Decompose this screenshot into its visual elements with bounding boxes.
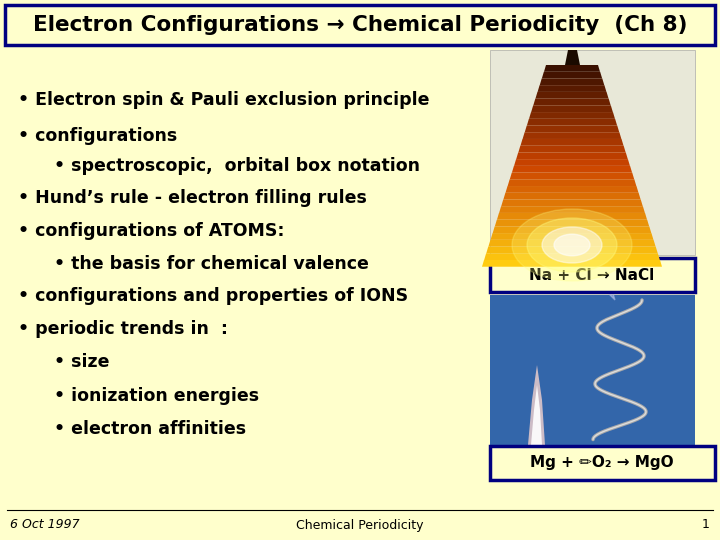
Text: 1: 1	[702, 518, 710, 531]
Polygon shape	[544, 65, 600, 72]
Text: • Electron spin & Pauli exclusion principle: • Electron spin & Pauli exclusion princi…	[18, 91, 430, 109]
Polygon shape	[530, 385, 542, 445]
Polygon shape	[529, 112, 615, 119]
Polygon shape	[497, 213, 647, 220]
Polygon shape	[523, 132, 621, 139]
Text: • configurations of ATOMS:: • configurations of ATOMS:	[18, 222, 284, 240]
Text: 6 Oct 1997: 6 Oct 1997	[10, 518, 80, 531]
FancyBboxPatch shape	[490, 446, 715, 480]
Polygon shape	[495, 220, 649, 226]
Polygon shape	[503, 193, 641, 199]
Polygon shape	[510, 173, 634, 179]
Text: • configurations: • configurations	[18, 127, 177, 145]
FancyBboxPatch shape	[5, 5, 715, 45]
Polygon shape	[501, 199, 643, 206]
Polygon shape	[527, 119, 617, 125]
Polygon shape	[484, 253, 660, 260]
Text: Na + Cl → NaCl: Na + Cl → NaCl	[529, 267, 654, 282]
Polygon shape	[482, 260, 662, 267]
FancyBboxPatch shape	[490, 50, 695, 255]
Polygon shape	[525, 125, 619, 132]
Polygon shape	[534, 99, 611, 105]
Polygon shape	[514, 159, 630, 166]
Polygon shape	[518, 146, 626, 152]
Polygon shape	[525, 365, 545, 445]
Polygon shape	[505, 186, 639, 193]
Polygon shape	[492, 226, 652, 233]
Polygon shape	[516, 152, 628, 159]
Text: • Hund’s rule - electron filling rules: • Hund’s rule - electron filling rules	[18, 189, 367, 207]
Text: • size: • size	[54, 353, 109, 371]
Text: • the basis for chemical valence: • the basis for chemical valence	[54, 254, 369, 273]
Ellipse shape	[554, 234, 590, 256]
Ellipse shape	[542, 227, 602, 263]
Text: • configurations and properties of IONS: • configurations and properties of IONS	[18, 287, 408, 305]
FancyBboxPatch shape	[490, 295, 695, 445]
Text: Electron Configurations → Chemical Periodicity  (Ch 8): Electron Configurations → Chemical Perio…	[32, 15, 688, 35]
Polygon shape	[521, 139, 624, 146]
Polygon shape	[538, 85, 606, 92]
Polygon shape	[590, 250, 615, 300]
Ellipse shape	[527, 218, 617, 272]
Polygon shape	[508, 179, 636, 186]
Text: Mg + ✏O₂ → MgO: Mg + ✏O₂ → MgO	[530, 456, 674, 470]
Polygon shape	[499, 206, 645, 213]
Polygon shape	[565, 50, 580, 65]
Text: • electron affinities: • electron affinities	[54, 420, 246, 438]
Polygon shape	[536, 92, 608, 99]
Polygon shape	[486, 247, 658, 253]
Text: • spectroscopic,  orbital box notation: • spectroscopic, orbital box notation	[54, 157, 420, 175]
Text: • ionization energies: • ionization energies	[54, 387, 259, 405]
Text: Chemical Periodicity: Chemical Periodicity	[296, 518, 424, 531]
Polygon shape	[490, 233, 654, 240]
Text: • periodic trends in  :: • periodic trends in :	[18, 320, 228, 339]
Polygon shape	[512, 166, 632, 173]
Polygon shape	[488, 240, 656, 247]
Polygon shape	[542, 72, 602, 78]
Ellipse shape	[512, 209, 632, 281]
Polygon shape	[531, 105, 613, 112]
FancyBboxPatch shape	[490, 258, 695, 292]
Polygon shape	[540, 78, 604, 85]
